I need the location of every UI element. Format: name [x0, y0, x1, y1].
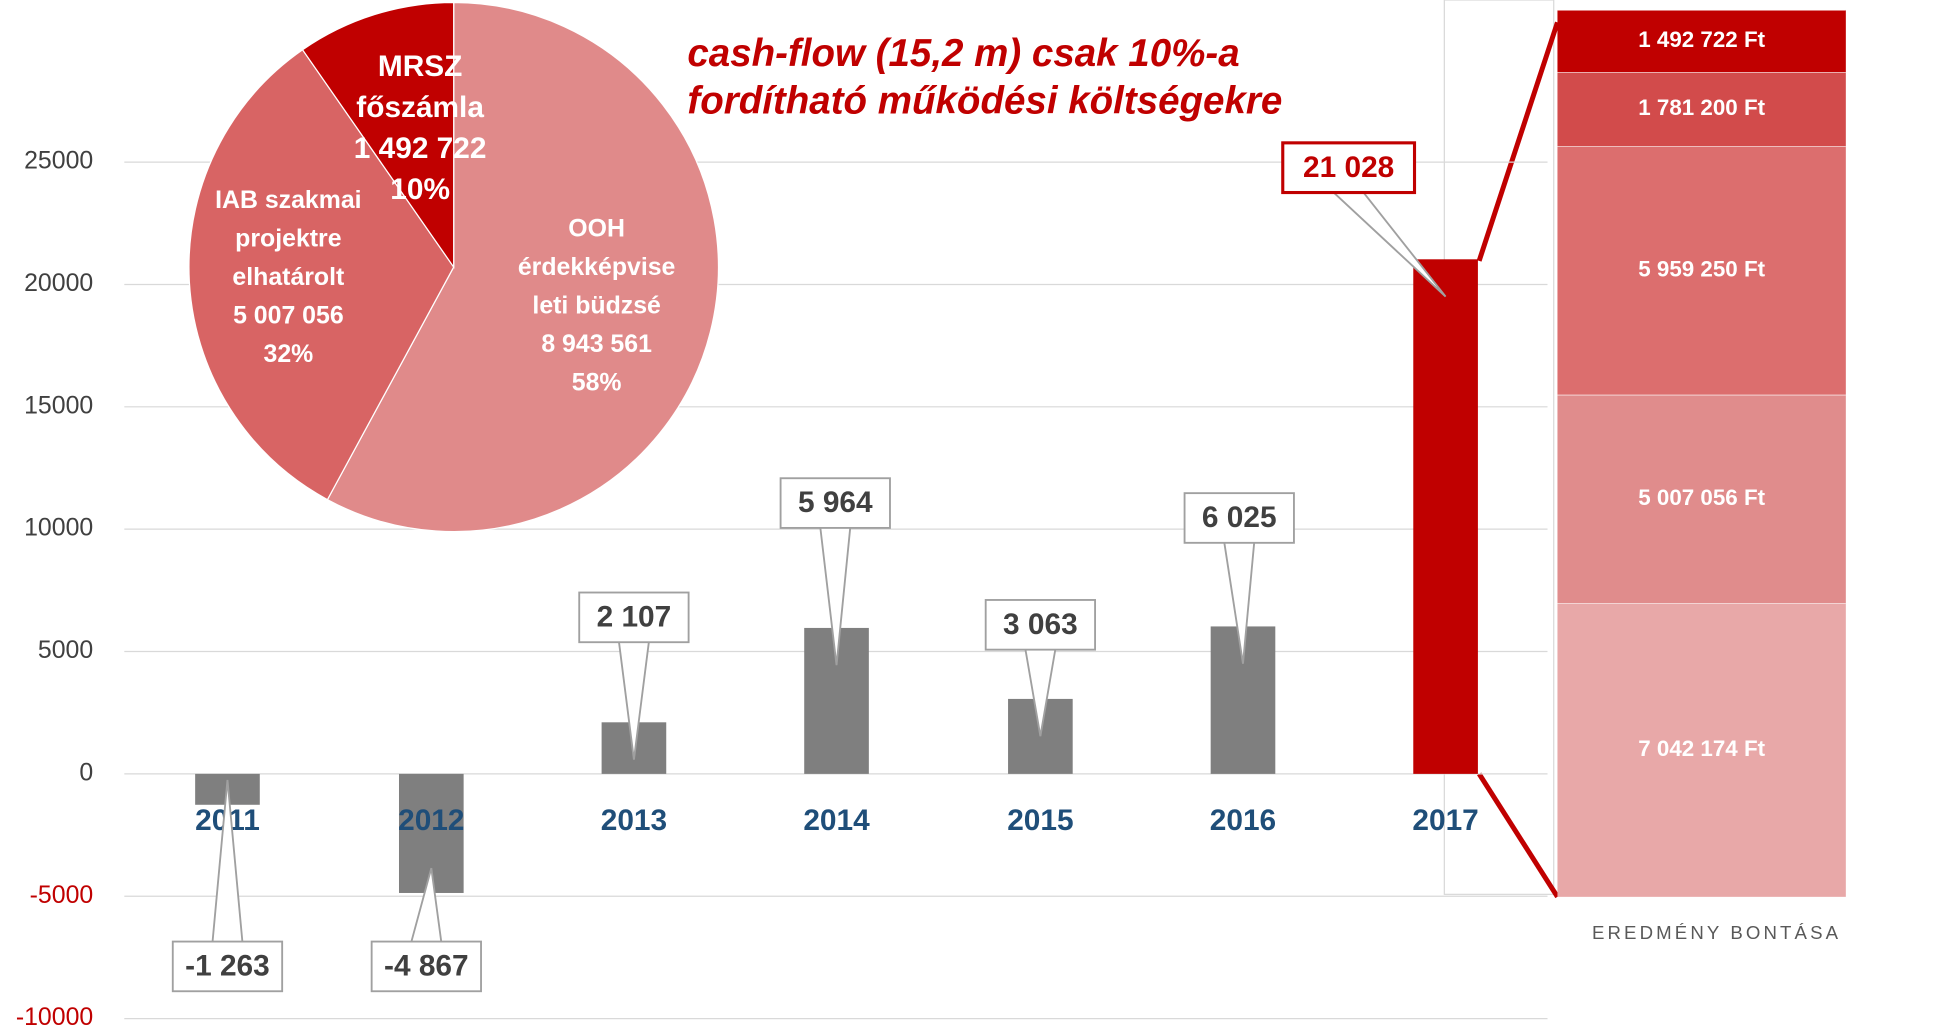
data-label: 2 107: [597, 600, 672, 633]
callout-pointer: [819, 527, 852, 666]
y-tick-label: 25000: [24, 148, 93, 175]
x-tick-label: 2013: [601, 804, 667, 837]
pie-label: főszámla: [356, 91, 484, 124]
y-tick-label: 0: [79, 759, 93, 786]
callout-box: [1281, 141, 1417, 195]
segment-label: 1 492 722 Ft: [1638, 27, 1765, 52]
data-label: 6 025: [1202, 501, 1277, 534]
callout-box: [1183, 492, 1295, 544]
callout-box: [171, 940, 284, 993]
stack-segment: [1557, 72, 1846, 147]
title: cash-flow (15,2 m) csak 10%-a: [687, 32, 1239, 75]
data-label: -1 263: [185, 950, 270, 983]
stack-segment: [1557, 394, 1846, 604]
connector: [1476, 21, 1560, 262]
pie-slice: [326, 1, 720, 533]
pie-value: 5 007 056: [233, 302, 344, 329]
pie-label: elhatárolt: [232, 264, 344, 291]
y-tick-label: 15000: [24, 392, 93, 419]
x-tick-label: 2012: [398, 804, 464, 837]
y-tick-label: 20000: [24, 270, 93, 297]
x-tick-label: 2016: [1210, 804, 1276, 837]
y-tick-label: 10000: [24, 515, 93, 542]
pie-percent: 58%: [572, 369, 622, 396]
title: fordítható működési költségekre: [687, 79, 1282, 122]
data-label: 3 063: [1003, 608, 1078, 641]
pie-value: 1 492 722: [354, 132, 487, 165]
segment-label: 1 781 200 Ft: [1638, 95, 1765, 120]
pie-label: érdekképvise: [518, 254, 676, 281]
data-label: 21 028: [1303, 151, 1394, 184]
bar: [1413, 259, 1478, 774]
callout-box: [578, 591, 690, 644]
segment-label: 5 007 056 Ft: [1638, 485, 1765, 510]
segment-label: 7 042 174 Ft: [1638, 736, 1765, 761]
x-axis-label: EREDMÉNY BONTÁSA: [1592, 922, 1841, 943]
data-label: 5 964: [798, 486, 873, 519]
callout-pointer: [211, 779, 244, 942]
segment-label: 5 959 250 Ft: [1638, 256, 1765, 281]
pie-label: IAB szakmai: [215, 187, 361, 214]
data-label: -4 867: [384, 950, 469, 983]
pie-slice: [301, 1, 455, 270]
callout-pointer: [1223, 542, 1256, 664]
callout-box: [779, 477, 891, 529]
stack-segment: [1557, 603, 1846, 897]
callout-box: [370, 940, 482, 993]
callout-pointer: [1333, 191, 1447, 298]
y-tick-label: 5000: [38, 637, 93, 664]
x-tick-label: 2014: [803, 804, 870, 837]
pie-slice: [188, 48, 455, 501]
stack-segment: [1557, 9, 1846, 73]
connector: [1477, 772, 1560, 899]
pie-label: OOH: [568, 215, 625, 242]
pie-label: projektre: [235, 225, 341, 252]
callout-pointer: [1024, 649, 1057, 737]
pie-label: leti büdzsé: [532, 292, 660, 319]
y-tick-label: -10000: [16, 1004, 93, 1031]
callout-pointer: [618, 642, 650, 760]
y-tick-label: -5000: [30, 882, 94, 909]
callout-pointer: [410, 867, 443, 942]
callout-box: [984, 599, 1097, 651]
x-tick-label: 2017: [1412, 804, 1478, 837]
pie-percent: 32%: [263, 341, 313, 368]
x-tick-label: 2015: [1007, 804, 1073, 837]
pie-percent: 10%: [390, 173, 450, 206]
pie-label: MRSZ: [378, 50, 462, 83]
stack-segment: [1557, 146, 1846, 395]
pie-value: 8 943 561: [541, 331, 652, 358]
